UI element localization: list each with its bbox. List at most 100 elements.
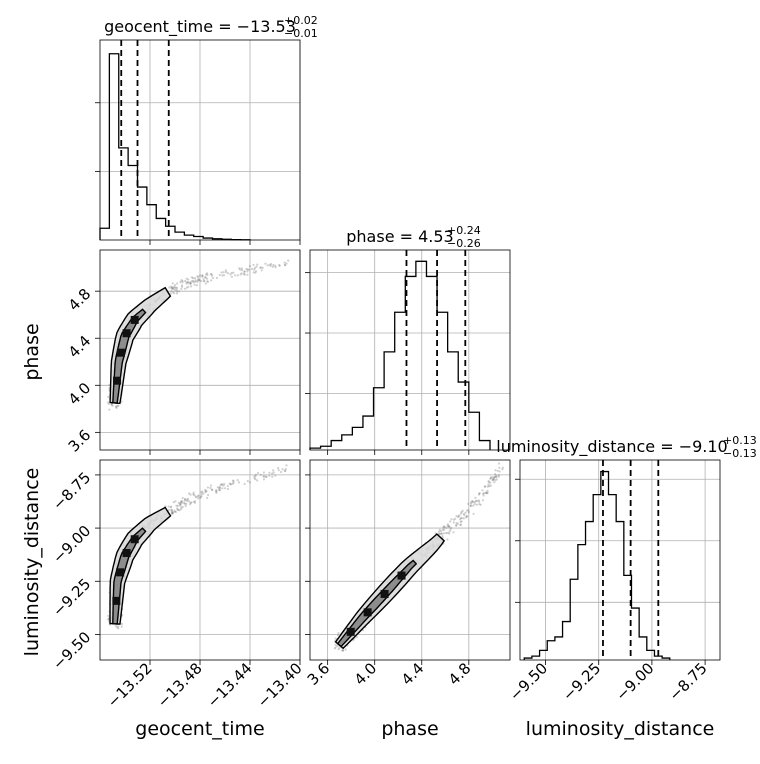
geocent-x-tick-label-3: −13.40 bbox=[254, 659, 306, 711]
sample-point bbox=[216, 486, 219, 489]
phase-x-tick-label-3: 4.8 bbox=[445, 659, 475, 689]
sample-point bbox=[187, 285, 190, 288]
sample-point bbox=[180, 506, 183, 509]
sample-point bbox=[493, 478, 496, 481]
density-core bbox=[130, 315, 139, 324]
sample-point bbox=[460, 510, 463, 514]
sample-point bbox=[474, 499, 477, 502]
sample-point bbox=[117, 404, 120, 407]
sample-point bbox=[256, 479, 259, 482]
sample-point bbox=[203, 280, 206, 283]
sample-point bbox=[467, 510, 470, 514]
density-core bbox=[116, 348, 125, 357]
sample-point bbox=[455, 522, 458, 525]
sample-point bbox=[454, 517, 457, 520]
sample-point bbox=[283, 263, 286, 266]
xticklabels-luminosity-distance: −9.50 −9.25 −9.00 −8.75 bbox=[506, 659, 711, 704]
density-core bbox=[397, 571, 406, 580]
sample-point bbox=[491, 478, 495, 481]
sample-point bbox=[197, 494, 200, 497]
sample-point bbox=[173, 292, 176, 295]
yticklabels-phase: 3.6 4.0 4.4 4.8 bbox=[65, 285, 95, 456]
sample-point bbox=[221, 274, 224, 277]
distance-y-tick-label-0: −9.50 bbox=[49, 628, 94, 673]
sample-point bbox=[477, 499, 480, 502]
sample-point bbox=[271, 472, 274, 475]
sample-point bbox=[179, 503, 182, 506]
sample-point bbox=[465, 515, 469, 518]
sample-point bbox=[183, 502, 186, 505]
axes-frame-scatter-phase-geocent bbox=[99, 249, 301, 451]
sample-point bbox=[501, 468, 504, 471]
sample-point bbox=[220, 271, 223, 274]
sample-point bbox=[243, 482, 246, 486]
sample-point bbox=[458, 514, 461, 517]
sample-point bbox=[334, 643, 337, 646]
density-core bbox=[113, 376, 122, 385]
sample-point bbox=[171, 510, 174, 513]
sample-point bbox=[254, 478, 257, 481]
sample-point bbox=[501, 466, 504, 469]
sample-point bbox=[336, 644, 339, 648]
sample-point bbox=[437, 530, 441, 533]
sample-point bbox=[495, 474, 498, 477]
sample-point bbox=[495, 475, 498, 479]
sample-point bbox=[230, 275, 233, 278]
sample-point bbox=[179, 504, 182, 507]
yticklabels-luminosity-distance: −9.50 −9.25 −9.00 −8.75 bbox=[49, 469, 94, 674]
sample-point bbox=[115, 406, 118, 410]
sample-point bbox=[442, 532, 445, 535]
sample-point bbox=[184, 279, 187, 283]
sample-point bbox=[194, 279, 197, 282]
sample-point bbox=[489, 477, 492, 480]
sample-point bbox=[355, 636, 358, 639]
sample-point bbox=[174, 284, 177, 287]
sample-point bbox=[239, 268, 242, 271]
axes-frame-hist-phase bbox=[309, 249, 511, 451]
sample-point bbox=[205, 489, 208, 493]
sample-point bbox=[256, 471, 260, 475]
xlabel-phase: phase bbox=[381, 718, 438, 740]
density-core bbox=[122, 329, 131, 338]
sample-point bbox=[452, 521, 455, 524]
sample-point bbox=[186, 281, 190, 284]
sample-point bbox=[490, 476, 493, 479]
sample-point bbox=[220, 483, 223, 486]
sample-point bbox=[172, 288, 175, 291]
sample-point bbox=[180, 500, 184, 503]
sample-point bbox=[171, 512, 174, 515]
sample-point bbox=[234, 274, 237, 277]
sample-point bbox=[114, 624, 117, 628]
sample-point bbox=[264, 262, 267, 265]
sample-point bbox=[486, 489, 489, 492]
sample-point bbox=[180, 287, 183, 290]
sample-point bbox=[485, 492, 489, 495]
axes-frame-hist-geocent-time bbox=[99, 39, 301, 241]
sample-point bbox=[495, 478, 498, 481]
sample-point bbox=[194, 500, 197, 503]
sample-point bbox=[199, 496, 202, 499]
sample-point bbox=[277, 469, 280, 472]
sample-point bbox=[262, 475, 265, 478]
sample-point bbox=[186, 498, 189, 501]
sample-point bbox=[173, 510, 176, 513]
sample-point bbox=[253, 477, 256, 480]
phase-y-tick-label-3: 4.8 bbox=[65, 285, 95, 315]
sample-point bbox=[246, 270, 249, 273]
sample-point bbox=[337, 648, 340, 651]
sample-point bbox=[457, 515, 460, 519]
sample-point bbox=[175, 292, 179, 295]
sample-point bbox=[242, 272, 246, 276]
sample-point bbox=[239, 273, 242, 276]
sample-point bbox=[492, 477, 495, 480]
sample-point bbox=[197, 275, 200, 278]
sample-point bbox=[189, 501, 192, 504]
sample-point bbox=[170, 287, 173, 290]
sample-point bbox=[246, 273, 249, 276]
sample-point bbox=[334, 637, 337, 640]
sample-point bbox=[262, 471, 265, 474]
sample-point bbox=[469, 504, 472, 507]
sample-point bbox=[477, 493, 480, 496]
sample-point bbox=[197, 277, 200, 280]
